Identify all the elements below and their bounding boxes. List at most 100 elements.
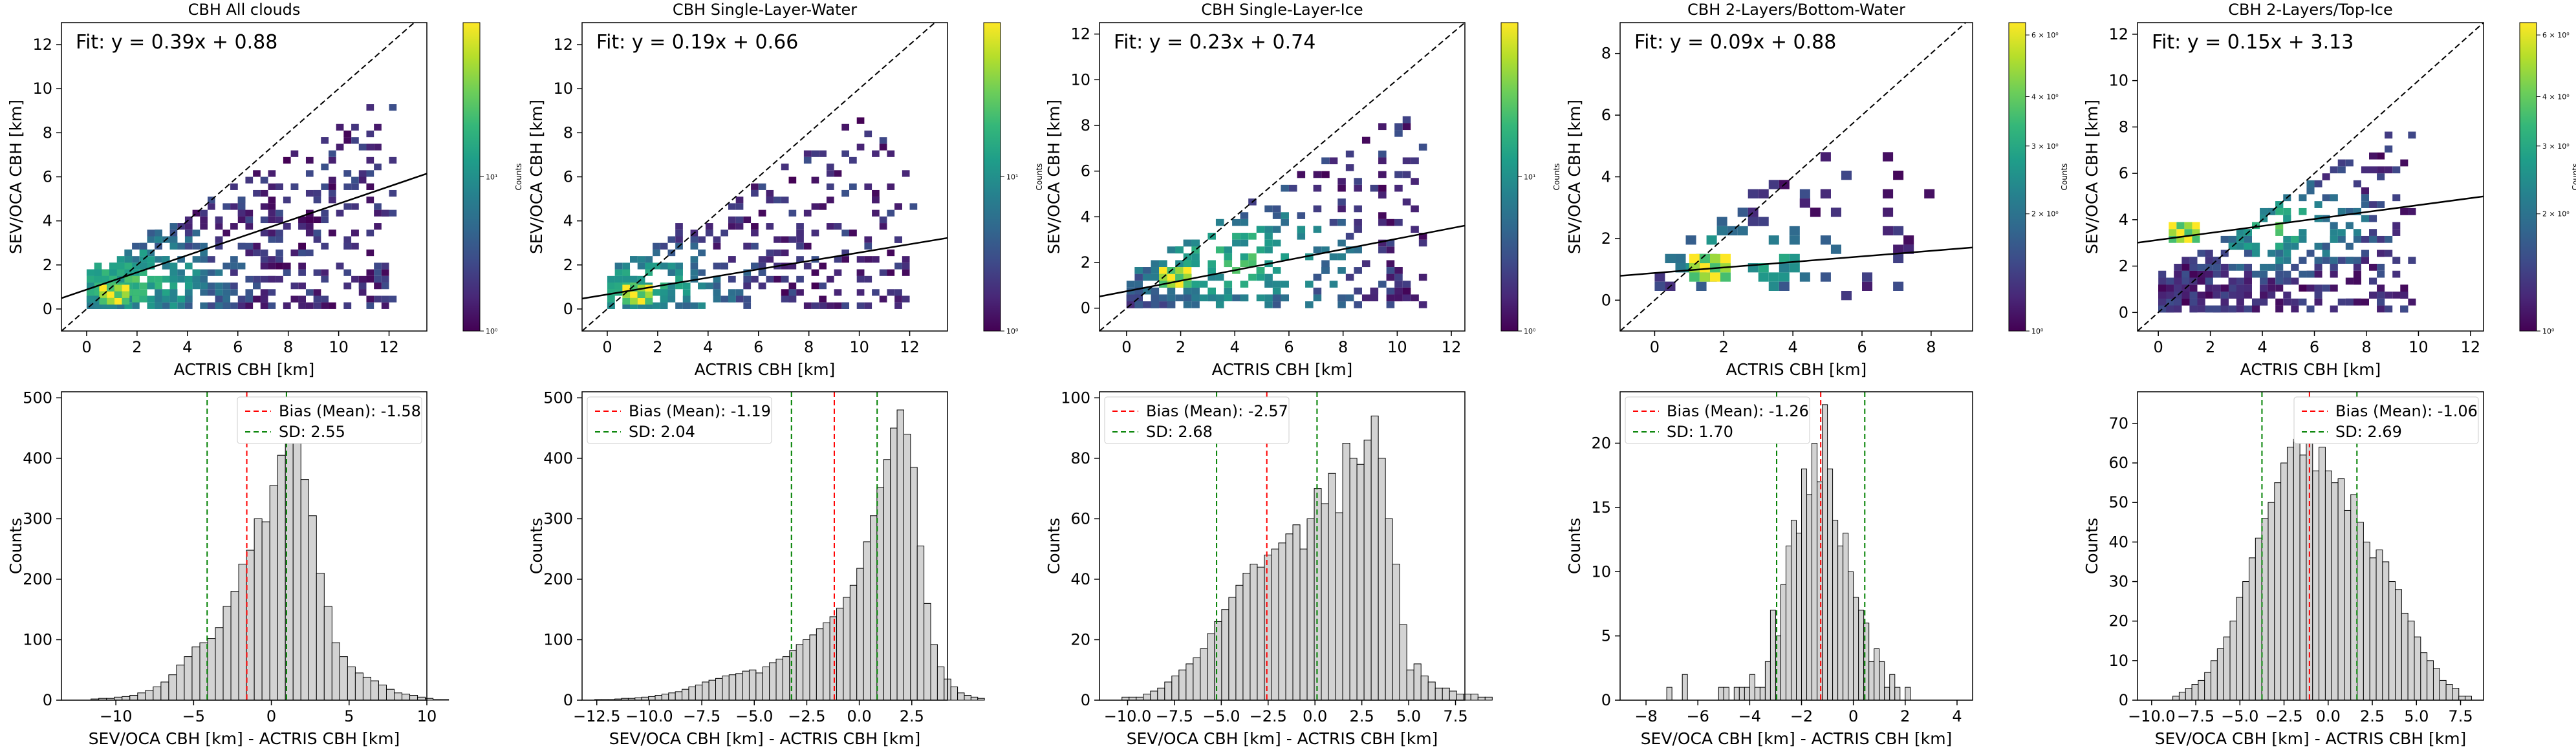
axes-frame [2137, 391, 2484, 701]
fit-label: Fit: y = 0.15x + 3.13 [2152, 31, 2354, 54]
heatmap-cell [230, 203, 238, 210]
heatmap-cell [788, 283, 797, 290]
heatmap-cell [2408, 257, 2416, 264]
y-tick-label: 0 [563, 691, 573, 709]
legend-sd-label: SD: 2.55 [279, 423, 345, 441]
heatmap-cell [637, 302, 645, 309]
heatmap-cell [2369, 292, 2377, 299]
heatmap-cell [856, 302, 865, 309]
heatmap-cell [834, 170, 842, 177]
heatmap-cell [2220, 305, 2229, 313]
heatmap-cell [675, 283, 683, 290]
heatmap-cell [1232, 233, 1240, 240]
histogram-bar [402, 694, 411, 701]
histogram-bar [2376, 550, 2383, 701]
heatmap-cell [743, 242, 752, 250]
histogram-bar [2382, 561, 2390, 701]
heatmap-cell [184, 283, 193, 290]
histogram-bar [1157, 687, 1165, 701]
heatmap-cell [660, 295, 668, 303]
histogram-bar [1356, 464, 1365, 701]
heatmap-cell [872, 150, 880, 157]
heatmap-cell [2176, 229, 2185, 236]
axes-frame [1619, 391, 1973, 701]
heatmap-cell [826, 275, 834, 283]
x-tick-label: −10.0 [2128, 707, 2176, 725]
heatmap-cell [1305, 281, 1314, 288]
histogram-bar [655, 695, 662, 701]
heatmap-cell [305, 230, 314, 237]
heatmap-cell [374, 209, 382, 217]
heatmap-cell [343, 170, 352, 177]
histogram-bar [1271, 548, 1279, 701]
heatmap-cell [834, 256, 842, 263]
heatmap-cell [2251, 242, 2260, 250]
histogram-bar [2388, 581, 2396, 701]
heatmap-cell [268, 302, 276, 309]
heatmap-cell [1183, 301, 1192, 308]
heatmap-cell [1159, 294, 1167, 302]
histogram-bar [215, 627, 224, 701]
histogram-bar [362, 676, 371, 701]
heatmap-cell [276, 183, 283, 190]
heatmap-cell [751, 242, 759, 250]
heatmap-cell [122, 291, 130, 298]
colorbar [2008, 22, 2026, 332]
heatmap-cell [1830, 208, 1841, 217]
heatmap-cell [811, 230, 819, 237]
fit-line [581, 237, 948, 300]
heatmap-cell [1313, 246, 1322, 253]
heatmap-cell [1779, 253, 1790, 264]
heatmap-cell [637, 291, 645, 298]
heatmap-cell [147, 283, 155, 290]
heatmap-cell [366, 302, 374, 309]
heatmap-cell [622, 262, 631, 270]
heatmap-cell [336, 123, 344, 131]
heatmap-cell [667, 283, 676, 290]
heatmap-cell [2283, 277, 2291, 285]
heatmap-cell [2228, 292, 2236, 299]
heatmap-cell [2283, 235, 2291, 243]
y-tick-label: 2 [43, 256, 52, 274]
heatmap-cell [2392, 257, 2401, 264]
heatmap-cell [2392, 292, 2401, 299]
heatmap-cell [1151, 267, 1160, 274]
heatmap-cell [1354, 287, 1362, 295]
heatmap-cell [2314, 201, 2322, 208]
y-axis-label: Counts [6, 518, 25, 574]
heatmap-cell [343, 242, 352, 250]
histogram-bar [957, 692, 965, 701]
heatmap-cell [751, 230, 759, 237]
heatmap-cell [298, 249, 306, 257]
heatmap-cell [728, 289, 736, 296]
heatmap-cell [200, 223, 208, 230]
heatmap-cell [690, 242, 698, 250]
heatmap-cell [2228, 277, 2236, 285]
heatmap-cell [1183, 260, 1192, 268]
heatmap-cell [155, 236, 162, 243]
heatmap-cell [132, 262, 140, 270]
heatmap-cell [894, 295, 902, 303]
heatmap-cell [2369, 152, 2377, 160]
heatmap-cell [758, 209, 766, 217]
x-tick-label: 8 [1338, 338, 1348, 356]
heatmap-cell [675, 269, 683, 276]
heatmap-cell [1779, 263, 1790, 273]
x-axis-label: ACTRIS CBH [km] [1212, 360, 1353, 379]
heatmap-cell [1142, 273, 1151, 281]
histogram-bar [890, 427, 898, 701]
histogram-bar [308, 515, 317, 701]
heatmap-cell [713, 289, 721, 296]
heatmap-cell [667, 269, 676, 276]
heatmap-cell [803, 302, 812, 309]
heatmap-cell [2260, 277, 2268, 285]
heatmap-cell [351, 137, 359, 144]
legend-bias-label: Bias (Mean): -2.57 [1146, 402, 1288, 420]
histogram-bar [936, 667, 945, 701]
heatmap-cell [2283, 242, 2291, 250]
histogram-bar [2432, 668, 2440, 701]
heatmap-cell [2158, 284, 2167, 292]
heatmap-cell [872, 197, 880, 204]
y-tick-label: 6 [1081, 162, 1090, 180]
